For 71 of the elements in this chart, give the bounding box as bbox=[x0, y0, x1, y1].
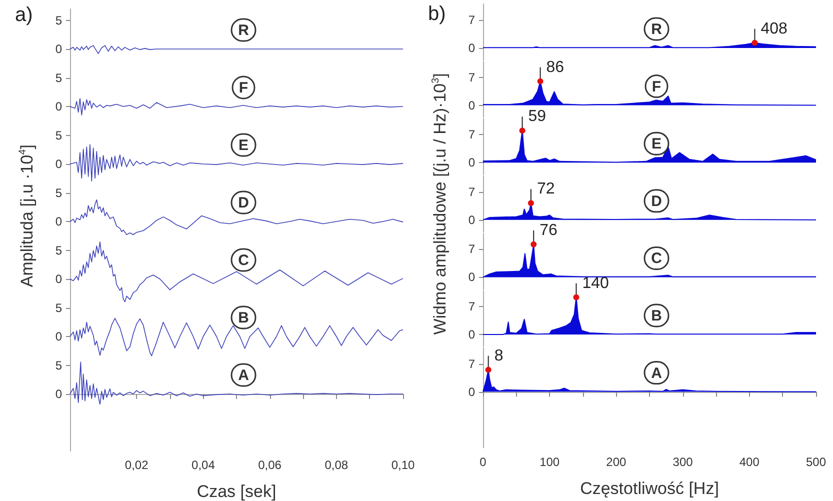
x-axis-title: Częstotliwość [Hz] bbox=[580, 478, 719, 498]
annotation: 140 bbox=[582, 274, 610, 292]
y-tick-label: 7 bbox=[468, 356, 476, 371]
x-tick-label: 500 bbox=[806, 454, 826, 469]
text: C bbox=[651, 250, 662, 268]
y-tick-label: 5 bbox=[55, 358, 62, 372]
y-tick-label: 7 bbox=[468, 242, 476, 256]
x-tick-label: 0 bbox=[480, 454, 487, 469]
line-series bbox=[70, 45, 404, 54]
y-tick-label: 0 bbox=[468, 98, 476, 112]
x-tick-label: 0,08 bbox=[324, 458, 348, 472]
x-tick-label: 300 bbox=[672, 454, 694, 469]
y-tick-label: 0 bbox=[55, 387, 62, 401]
text: a) bbox=[15, 4, 33, 26]
annotation: 8 bbox=[494, 347, 504, 364]
y-tick-label: 5 bbox=[55, 186, 62, 200]
y-tick-label: 0 bbox=[468, 41, 476, 55]
line-series bbox=[70, 98, 404, 116]
y-tick-label: 0 bbox=[55, 100, 62, 114]
y-tick-label: 0 bbox=[468, 212, 476, 227]
text: A bbox=[238, 367, 250, 384]
text: C bbox=[238, 252, 250, 269]
text: R bbox=[238, 22, 250, 39]
text: b) bbox=[428, 3, 446, 25]
y-tick-label: 5 bbox=[55, 128, 62, 142]
line-series bbox=[70, 362, 404, 405]
text: E bbox=[238, 137, 249, 154]
text: D bbox=[238, 194, 250, 212]
text: E bbox=[651, 136, 662, 153]
annotation: 59 bbox=[528, 108, 546, 126]
x-tick-label: 200 bbox=[606, 454, 627, 469]
annotation: 76 bbox=[540, 222, 558, 239]
text: B bbox=[238, 310, 250, 326]
y-tick-label: 0 bbox=[468, 270, 476, 284]
x-tick-label: 0,04 bbox=[192, 458, 216, 472]
text: A bbox=[651, 364, 662, 382]
y-tick-label: 7 bbox=[468, 300, 476, 314]
annotation: 72 bbox=[536, 180, 555, 198]
y-tick-label: 7 bbox=[468, 128, 476, 142]
y-tick-label: 0 bbox=[55, 272, 62, 286]
y-tick-label: 0 bbox=[468, 328, 476, 342]
line-series bbox=[70, 242, 404, 302]
y-axis-title: Widmo amplitudowe [(j.u / Hz)·103] bbox=[430, 73, 450, 335]
y-tick-label: 0 bbox=[55, 157, 62, 171]
y-tick-label: 5 bbox=[55, 14, 62, 28]
line-series bbox=[70, 199, 404, 236]
y-tick-label: 0 bbox=[468, 156, 476, 170]
y-tick-label: 0 bbox=[468, 384, 476, 399]
y-tick-label: 5 bbox=[55, 301, 62, 315]
y-tick-label: 0 bbox=[55, 42, 62, 56]
y-tick-label: 7 bbox=[468, 184, 476, 199]
text: D bbox=[651, 192, 662, 210]
y-tick-label: 5 bbox=[55, 71, 62, 85]
text: F bbox=[238, 80, 248, 96]
x-tick-label: 0,10 bbox=[391, 458, 415, 472]
y-tick-label: 5 bbox=[55, 244, 62, 258]
y-tick-label: 7 bbox=[468, 13, 476, 27]
annotation: 408 bbox=[760, 20, 788, 38]
x-tick-label: 0,02 bbox=[124, 458, 149, 472]
x-tick-label: 100 bbox=[540, 454, 560, 469]
text: F bbox=[652, 78, 662, 96]
y-tick-label: 7 bbox=[468, 70, 476, 84]
y-axis-title: Amplituda [j.u ·104] bbox=[18, 144, 36, 288]
x-tick-label: 0,06 bbox=[258, 458, 282, 472]
annotation: 86 bbox=[546, 58, 564, 76]
text: B bbox=[651, 308, 662, 324]
x-axis-title: Czas [sek] bbox=[196, 482, 276, 501]
text: R bbox=[651, 21, 662, 38]
y-tick-label: 0 bbox=[55, 330, 62, 344]
y-tick-label: 0 bbox=[55, 214, 62, 228]
x-tick-label: 400 bbox=[739, 454, 760, 469]
